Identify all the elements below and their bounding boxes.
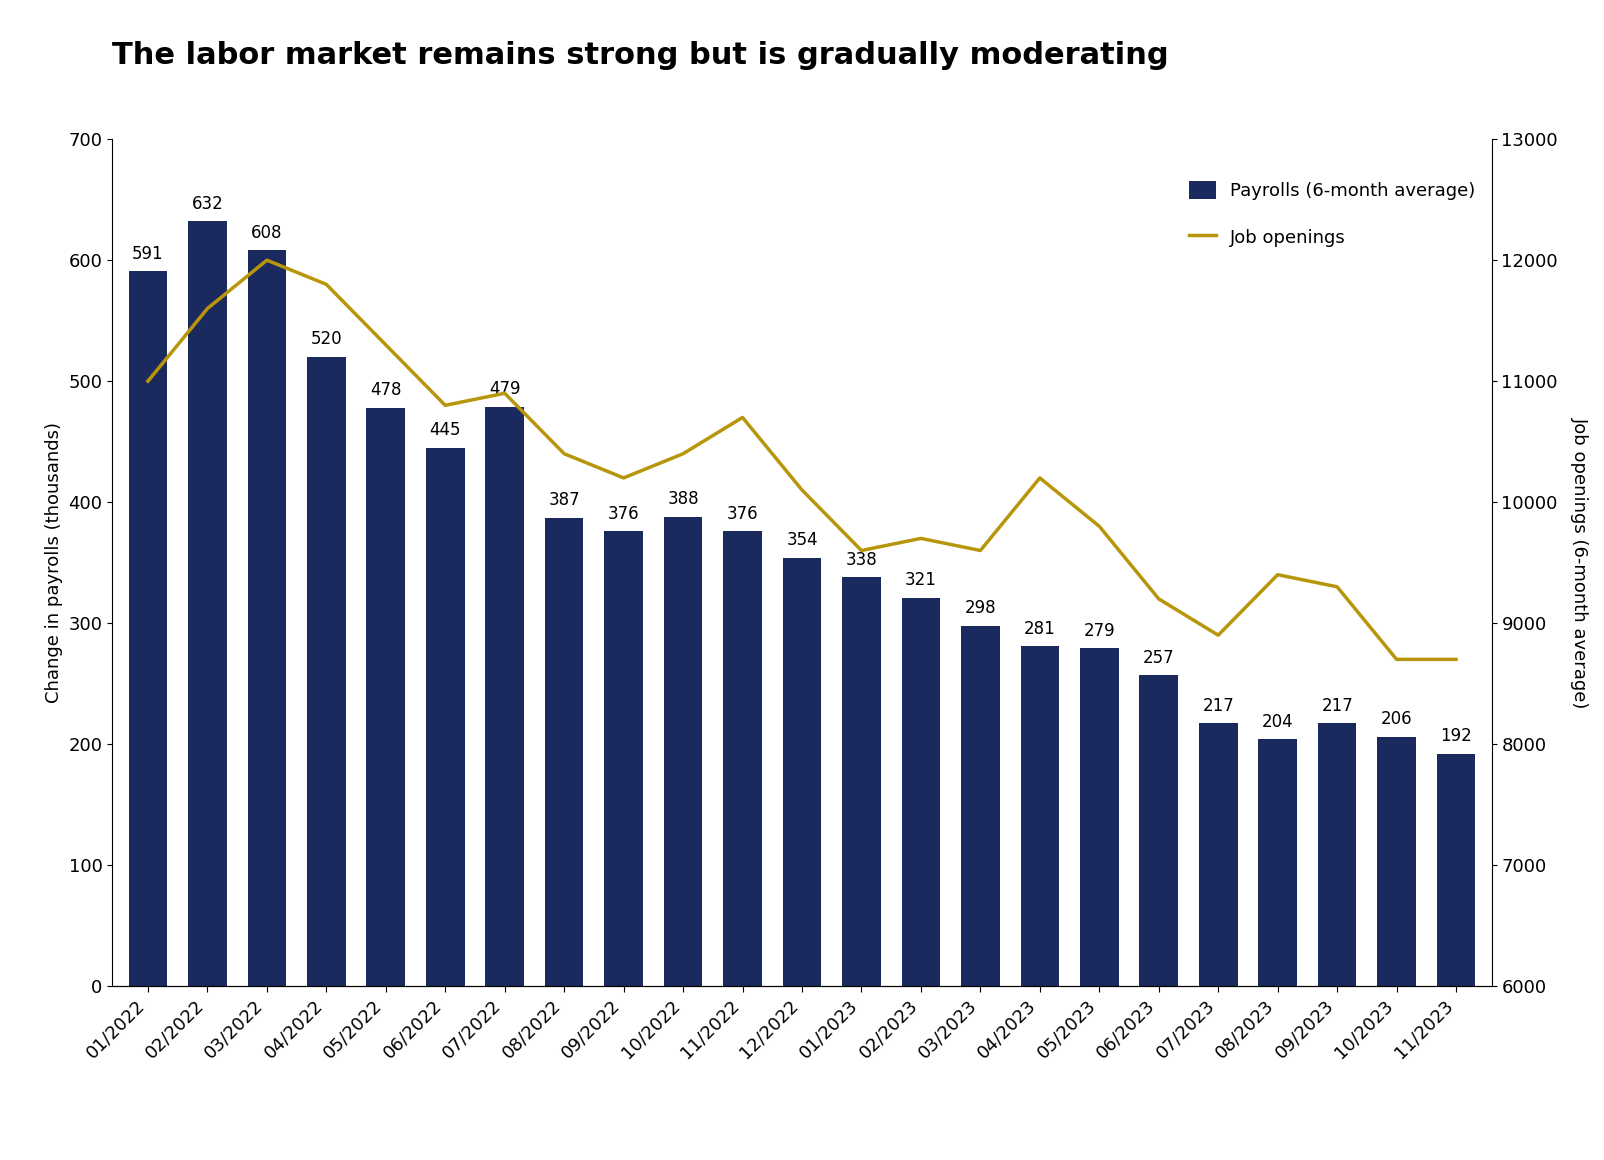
Text: 281: 281 [1023,619,1055,638]
Text: 204: 204 [1262,712,1293,731]
Text: 206: 206 [1381,710,1413,728]
Bar [901,597,940,986]
Text: 354: 354 [786,531,818,550]
Text: 445: 445 [430,421,460,440]
Bar [486,406,525,986]
Bar [1259,739,1298,986]
Text: 338: 338 [845,551,877,568]
Bar [783,558,821,986]
Text: 376: 376 [727,505,759,523]
Bar [1139,675,1177,986]
Bar [1318,724,1357,986]
Y-axis label: Change in payrolls (thousands): Change in payrolls (thousands) [45,422,63,703]
Y-axis label: Job openings (6-month average): Job openings (6-month average) [1570,416,1588,709]
Text: 520: 520 [311,331,342,348]
Text: 321: 321 [905,571,937,589]
Bar [1079,648,1118,986]
Bar [306,357,345,986]
Bar [842,578,881,986]
Text: 298: 298 [964,599,996,617]
Bar [366,408,406,986]
Bar [723,531,762,986]
Text: 217: 217 [1203,697,1233,715]
Bar [545,517,584,986]
Text: 217: 217 [1322,697,1354,715]
Text: The labor market remains strong but is gradually moderating: The labor market remains strong but is g… [112,41,1169,70]
Text: 279: 279 [1083,622,1115,640]
Bar [961,625,999,986]
Text: 376: 376 [608,505,640,523]
Legend: Payrolls (6-month average), Job openings: Payrolls (6-month average), Job openings [1182,174,1482,254]
Bar [605,531,643,986]
Bar [247,251,286,986]
Text: 478: 478 [371,382,401,399]
Text: 388: 388 [667,491,699,508]
Bar [664,516,703,986]
Text: 632: 632 [191,195,223,213]
Text: 387: 387 [549,492,581,509]
Bar [1020,646,1059,986]
Bar [1198,724,1238,986]
Bar [427,448,465,986]
Text: 257: 257 [1144,648,1174,667]
Bar [128,271,167,986]
Text: 591: 591 [132,245,164,262]
Text: 479: 479 [489,380,520,398]
Bar [188,222,226,986]
Bar [1378,737,1416,986]
Text: 608: 608 [252,224,282,242]
Bar [1437,754,1476,986]
Text: 192: 192 [1440,727,1472,745]
